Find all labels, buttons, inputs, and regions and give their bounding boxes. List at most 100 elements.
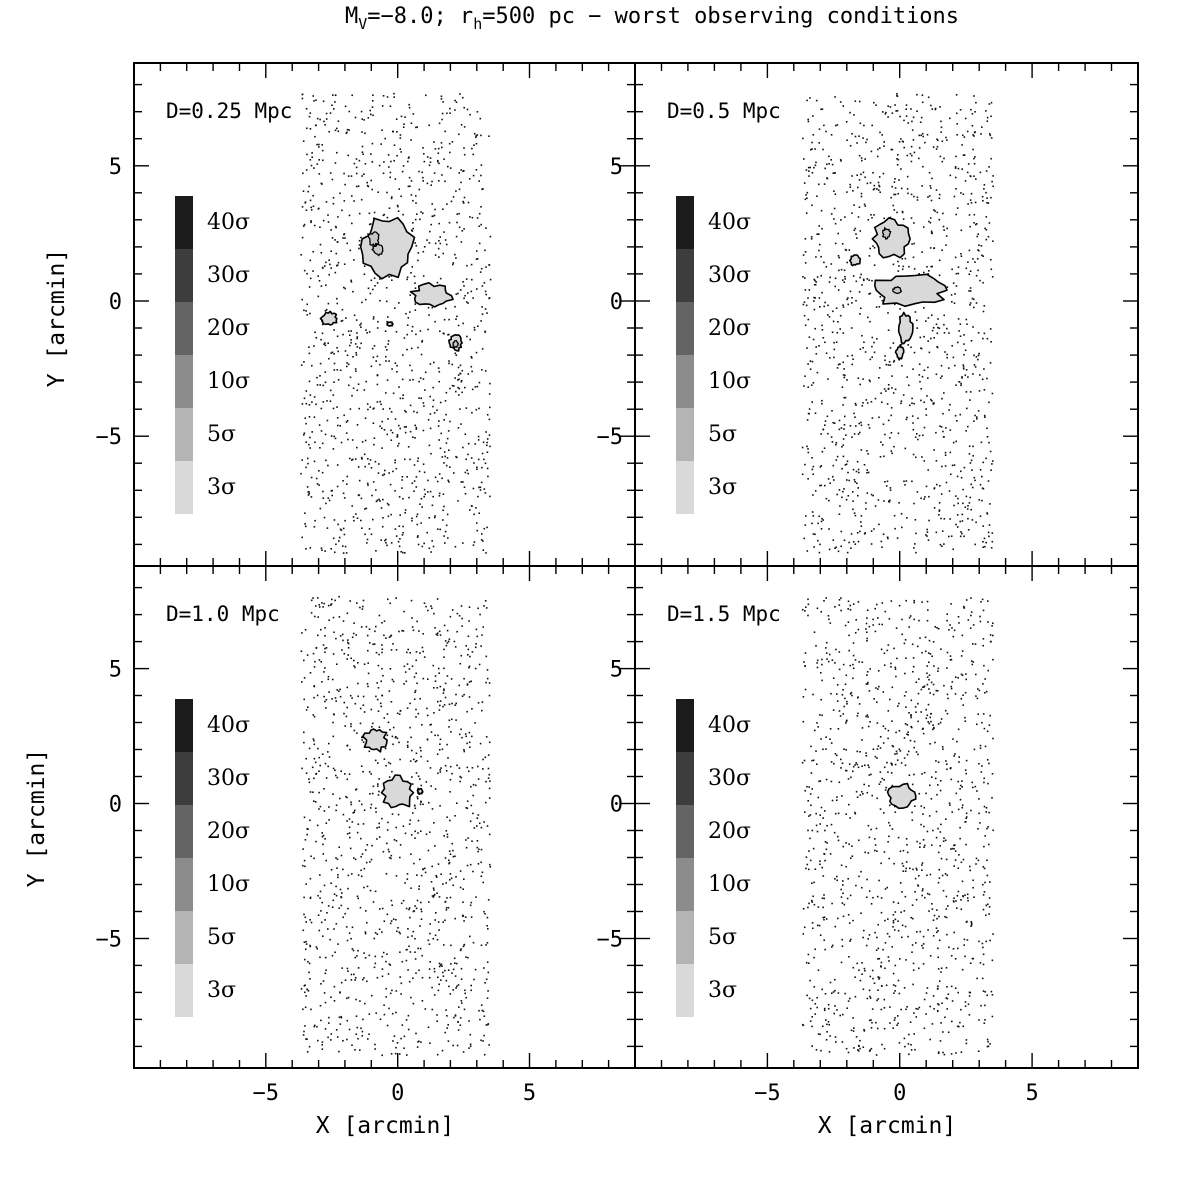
star-point [852,468,855,471]
star-point [958,381,960,383]
star-point [376,499,379,502]
star-point [961,634,964,637]
star-point [835,1041,837,1043]
star-point [872,245,874,247]
star-point [351,821,354,823]
star-point [952,441,955,444]
star-point [478,663,481,666]
star-point [378,928,381,931]
star-point [367,484,369,486]
star-point [883,998,886,1001]
star-point [313,167,315,169]
star-point [892,263,895,266]
star-point [878,306,881,308]
star-point [891,828,894,830]
star-point [819,823,821,825]
star-point [960,697,963,700]
star-point [379,278,381,280]
star-point [985,940,987,943]
star-point [339,528,342,531]
star-point [935,836,938,839]
star-point [304,523,306,525]
star-point [920,347,923,350]
star-point [353,259,355,261]
star-point [903,1037,906,1040]
star-point [322,834,325,837]
star-point [927,703,930,706]
star-point [484,913,486,915]
star-point [442,332,445,335]
star-point [442,101,444,103]
star-point [315,477,318,480]
star-point [850,327,853,329]
star-point [852,642,855,644]
star-point [872,748,875,750]
star-point [432,405,434,408]
star-point [300,472,302,475]
star-point [414,958,417,960]
star-point [345,552,348,554]
star-point [318,659,321,661]
star-point [824,859,826,862]
star-point [320,921,323,924]
star-point [965,267,968,270]
star-point [854,543,857,545]
star-point [448,638,451,640]
star-point [943,157,945,160]
star-point [814,412,817,414]
star-point [325,284,327,286]
star-point [318,808,320,810]
star-point [444,900,447,903]
star-point [476,522,478,524]
star-point [924,636,927,639]
star-point [344,237,346,239]
star-point [440,873,442,875]
star-point [305,310,307,312]
star-point [926,892,929,895]
star-point [322,497,325,499]
star-point [959,413,962,416]
star-point [903,737,906,739]
star-point [917,645,919,648]
star-point [913,351,916,354]
star-point [803,158,805,160]
star-point [923,271,925,274]
star-point [381,817,383,820]
star-point [305,422,307,425]
star-point [488,135,490,137]
star-point [363,389,366,391]
star-point [301,236,304,239]
star-point [427,1026,430,1029]
star-point [309,199,312,202]
star-point [357,949,359,952]
star-point [982,255,984,257]
star-point [977,410,980,412]
star-point [852,541,855,543]
star-point [439,805,441,807]
star-point [869,182,872,184]
star-point [908,616,911,619]
star-point [846,460,849,463]
star-point [310,496,313,498]
star-point [459,775,461,778]
star-point [403,683,405,685]
star-point [484,756,487,759]
star-point [875,949,878,951]
star-point [920,116,923,119]
star-point [330,548,332,550]
star-point [468,620,470,622]
star-point [811,511,814,513]
star-point [989,328,992,330]
star-point [930,230,933,233]
star-point [869,997,872,999]
star-point [801,473,804,476]
star-point [315,772,318,775]
star-point [874,397,877,400]
star-point [396,154,398,157]
star-point [485,978,488,981]
star-point [399,976,401,978]
figure-title: MV=−8.0; rh=500 pc − worst observing con… [345,4,959,33]
star-point [992,240,994,242]
star-point [900,762,903,764]
star-point [336,302,339,305]
